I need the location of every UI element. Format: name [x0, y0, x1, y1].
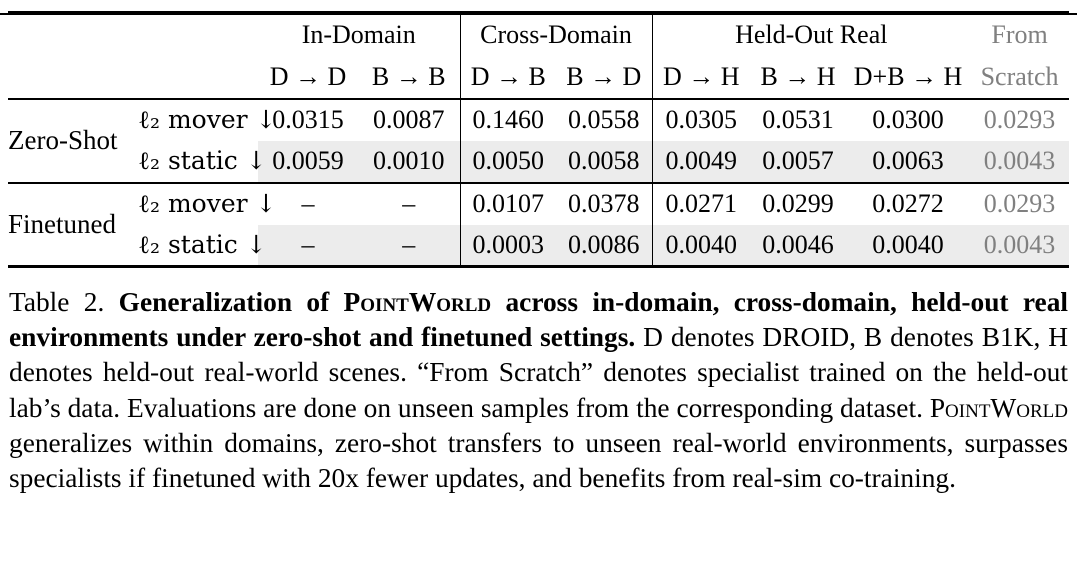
value-cell: 0.0086 — [556, 224, 653, 267]
col-group-in-domain: In-Domain — [301, 20, 416, 50]
col-group-from-scratch-line1: From — [991, 20, 1048, 50]
value-cell: 0.0059 — [258, 140, 358, 183]
results-table: In-Domain Cross-Domain Held-Out Real Fro… — [8, 11, 1070, 268]
value-cell: – — [358, 224, 460, 267]
value-cell: – — [402, 189, 416, 218]
table-row: Finetuned ℓ₂ mover ↓ – – 0.0107 0.0378 0… — [8, 182, 1069, 239]
finetuned-section: Finetuned ℓ₂ mover ↓ – – 0.0107 0.0378 0… — [8, 182, 1070, 267]
value-cell: 0.0087 — [373, 105, 445, 134]
value-cell: 0.0378 — [568, 189, 640, 218]
col-header-b-to-h: B → H — [760, 62, 836, 91]
col-header-d-to-b: D → B — [459, 56, 556, 99]
row-group-label-finetuned: Finetuned — [8, 208, 116, 239]
row-group-label-zero-shot: Zero-Shot — [8, 125, 118, 155]
col-header-d-to-h: D → H — [651, 56, 751, 99]
caption-segment: across in-domain, cross-domain, held-out… — [9, 287, 1068, 353]
table-caption: Table 2. Generalization of PointWorld ac… — [9, 285, 1068, 496]
metric-label: ℓ₂ static ↓ — [138, 229, 267, 259]
value-cell: 0.0050 — [459, 140, 556, 183]
value-cell: – — [301, 189, 315, 218]
table-row: ℓ₂ static ↓ – – 0.0003 0.0086 0.0040 0.0… — [8, 224, 1070, 267]
caption-segment: Table 2. — [9, 287, 119, 317]
value-cell: 0.0010 — [358, 140, 460, 183]
col-group-from-scratch-line2: Scratch — [980, 62, 1059, 91]
value-cell: 0.0043 — [970, 224, 1070, 267]
value-cell: 0.0531 — [762, 105, 834, 134]
value-cell: 0.0293 — [983, 105, 1056, 134]
value-cell: 0.0558 — [568, 105, 640, 134]
value-cell: 0.0272 — [872, 189, 944, 218]
value-cell: 0.0049 — [651, 140, 751, 183]
caption-segment: PointWorld — [929, 392, 1068, 423]
value-cell: 0.0040 — [651, 224, 751, 267]
value-cell: 0.0057 — [750, 140, 847, 183]
caption-segment: D denotes DROID, B denotes B1K, H denote… — [9, 322, 1068, 423]
value-cell: 0.0271 — [651, 182, 751, 225]
value-cell: 0.0046 — [750, 224, 847, 267]
value-cell: 0.0299 — [762, 189, 834, 218]
value-cell: 0.0305 — [651, 98, 751, 141]
value-cell: 0.0293 — [983, 189, 1056, 218]
col-header-d-to-d: D → D — [269, 62, 347, 91]
sub-header-row: D → D B → B D → B B → D D → H B → H D+B … — [8, 56, 1069, 99]
col-header-db-to-h: D+B → H — [853, 62, 963, 91]
caption-segment: generalizes within domains, zero-shot tr… — [9, 427, 1068, 494]
metric-label: ℓ₂ static ↓ — [138, 146, 267, 175]
col-header-b-to-b: B → B — [371, 62, 446, 91]
zero-shot-section: Zero-Shot ℓ₂ mover ↓ 0.0315 0.0087 0.146… — [8, 98, 1070, 183]
table-row: ℓ₂ static ↓ 0.0059 0.0010 0.0050 0.0058 … — [8, 140, 1070, 183]
header-spacer — [8, 57, 258, 99]
value-cell: 0.0063 — [846, 140, 971, 183]
metric-label: ℓ₂ mover ↓ — [138, 189, 277, 218]
caption-segment: PointWorld — [343, 287, 492, 317]
value-cell: 0.0300 — [872, 105, 944, 134]
value-cell: – — [258, 224, 358, 267]
header-spacer — [8, 13, 258, 57]
page-top-rule — [0, 13, 1077, 15]
col-group-held-out-real: Held-Out Real — [651, 12, 971, 57]
value-cell: 0.0058 — [556, 140, 653, 183]
table-header: In-Domain Cross-Domain Held-Out Real Fro… — [8, 12, 1070, 99]
value-cell: 0.0107 — [459, 182, 556, 225]
value-cell: 0.0040 — [846, 224, 971, 267]
column-group-header-row: In-Domain Cross-Domain Held-Out Real Fro… — [8, 12, 1069, 57]
value-cell: 0.1460 — [459, 98, 556, 141]
metric-label: ℓ₂ mover ↓ — [138, 105, 277, 134]
table-row: Zero-Shot ℓ₂ mover ↓ 0.0315 0.0087 0.146… — [8, 98, 1069, 155]
caption-segment: Generalization of — [118, 287, 344, 317]
col-header-b-to-d: B → D — [566, 62, 642, 91]
value-cell: 0.0003 — [459, 224, 556, 267]
value-cell: 0.0315 — [272, 105, 344, 134]
value-cell: 0.0043 — [970, 140, 1070, 183]
col-group-cross-domain: Cross-Domain — [459, 12, 653, 57]
